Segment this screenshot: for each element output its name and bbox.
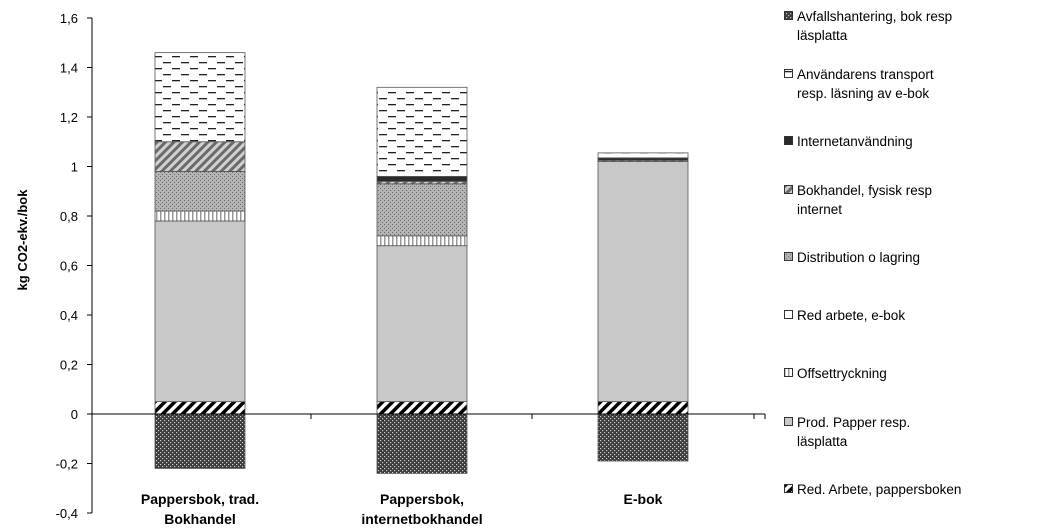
category-label: E-bok <box>624 491 663 507</box>
bar-segment <box>154 171 246 212</box>
bar-segment <box>376 86 468 177</box>
legend-swatch <box>784 185 793 194</box>
bar-segment <box>376 245 468 403</box>
legend-label: Användarens transport resp. läsning av e-… <box>797 67 934 101</box>
bar-segment <box>154 401 246 415</box>
bar-segment <box>597 413 689 462</box>
bar-segment <box>154 52 246 143</box>
legend-item: Bokhandel, fysisk resp internet <box>782 181 1058 219</box>
legend-item: Red arbete, e-bok <box>782 306 1058 325</box>
legend-label: Prod. Papper resp. läsplatta <box>797 415 911 449</box>
x-axis <box>91 413 766 419</box>
bar-segment <box>154 413 246 469</box>
bar-segment <box>154 220 246 403</box>
y-tick-label: 1 <box>71 160 78 175</box>
legend-item: Offsettryckning <box>782 364 1058 383</box>
legend-item: Avfallshantering, bok resp läsplatta <box>782 7 1058 45</box>
legend-swatch <box>784 310 793 319</box>
legend-item: Användarens transport resp. läsning av e-… <box>782 65 1058 103</box>
legend-label: Offsettryckning <box>797 366 887 381</box>
bar-segment <box>376 235 468 247</box>
bar-segment <box>597 161 689 403</box>
legend-swatch <box>784 69 793 78</box>
legend-item: Red. Arbete, pappersboken <box>782 480 1058 499</box>
legend-swatch <box>784 368 793 377</box>
y-tick-label: -0,4 <box>56 506 78 521</box>
bars <box>154 52 689 474</box>
legend-item: Internetanvändning <box>782 132 1058 151</box>
y-tick-label: -0,2 <box>56 457 78 472</box>
y-tick-label: 0 <box>71 407 78 422</box>
y-axis-title: kg CO2-ekv./bok <box>15 189 30 291</box>
legend-label: Red. Arbete, pappersboken <box>797 482 962 497</box>
bar-segment <box>597 152 689 159</box>
bar-segment <box>376 183 468 237</box>
legend-swatch <box>784 252 793 261</box>
y-tick-label: 0,6 <box>60 259 78 274</box>
category-label: Pappersbok, internetbokhandel <box>361 491 482 527</box>
legend-label: Distribution o lagring <box>797 250 921 265</box>
legend-label: Red arbete, e-bok <box>797 308 906 323</box>
legend-swatch <box>784 136 793 145</box>
bar-segment <box>154 210 246 222</box>
bar-segment <box>376 175 468 182</box>
y-tick-label: 0,2 <box>60 358 78 373</box>
bar-segment <box>376 413 468 474</box>
y-tick-label: 1,6 <box>60 11 78 26</box>
legend-item: Distribution o lagring <box>782 248 1058 267</box>
legend-swatch <box>784 484 793 493</box>
legend-label: Bokhandel, fysisk resp internet <box>797 183 933 217</box>
y-tick-label: 1,4 <box>60 61 78 76</box>
bar-segment <box>376 401 468 415</box>
y-tick-label: 0,4 <box>60 308 78 323</box>
y-axis: -0,4 -0,2 0 0,2 0,4 0,6 0,8 1 1,2 1,4 1,6 <box>56 11 93 521</box>
y-tick-label: 1,2 <box>60 110 78 125</box>
category-labels: Pappersbok, trad. Bokhandel Pappersbok, int… <box>141 491 663 527</box>
y-tick-label: 0,8 <box>60 209 78 224</box>
legend-label: Internetanvändning <box>797 134 913 149</box>
legend-swatch <box>784 11 793 20</box>
legend-item: Prod. Papper resp. läsplatta <box>782 413 1058 451</box>
legend-swatch <box>784 417 793 426</box>
category-label: Pappersbok, trad. Bokhandel <box>141 491 259 527</box>
bar-segment <box>597 401 689 415</box>
legend-label: Avfallshantering, bok resp läsplatta <box>797 9 953 43</box>
bar-segment <box>154 141 246 172</box>
